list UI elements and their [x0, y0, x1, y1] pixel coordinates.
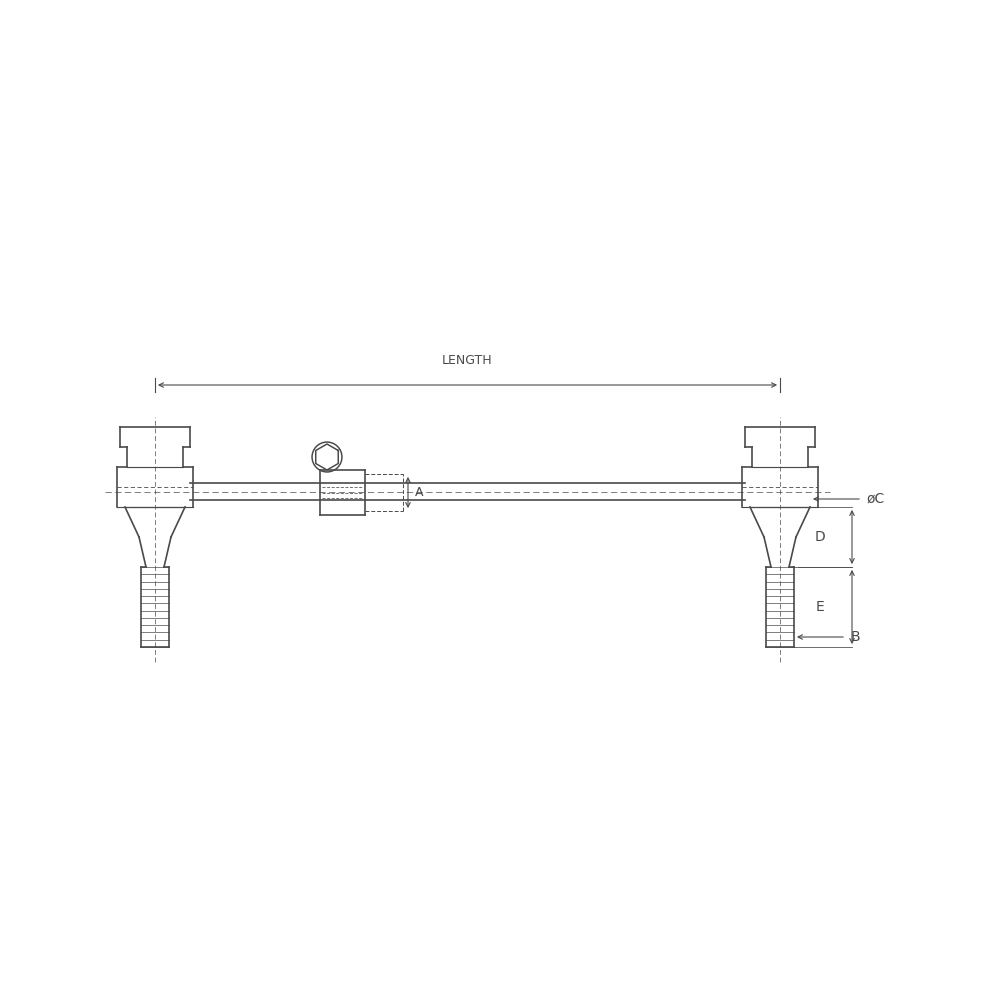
Text: LENGTH: LENGTH: [442, 354, 493, 367]
Text: A: A: [415, 486, 424, 499]
Text: D: D: [814, 530, 825, 544]
Text: B: B: [851, 630, 861, 644]
Text: øC: øC: [867, 492, 885, 506]
Text: E: E: [815, 600, 824, 614]
